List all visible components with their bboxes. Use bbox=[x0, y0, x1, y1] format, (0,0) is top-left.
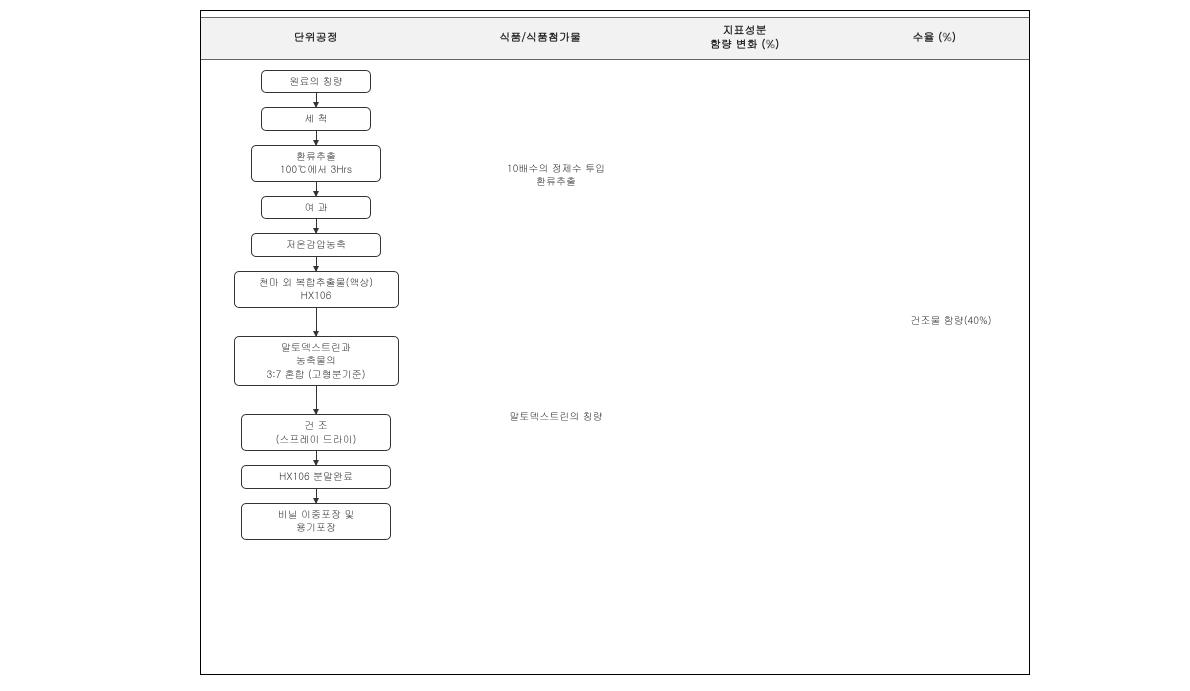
node-label: 비닐 이중포장 및 bbox=[278, 507, 355, 521]
annot-text: 건조물 함량(40%) bbox=[910, 313, 991, 327]
flow-node-reflux: 환류추출 100℃에서 3Hrs bbox=[251, 145, 381, 182]
node-label: 환류추출 bbox=[296, 149, 336, 163]
node-label: 천마 외 복합추출물(액상) bbox=[259, 275, 373, 289]
node-label: HX106 bbox=[301, 288, 332, 302]
node-label: 용기포장 bbox=[296, 520, 336, 534]
flow-node-raw-weigh: 원료의 칭량 bbox=[261, 70, 371, 94]
flow-node-powder-done: HX106 분말완료 bbox=[241, 465, 391, 489]
header-label: 지표성분 bbox=[723, 24, 767, 38]
arrow-icon bbox=[316, 386, 317, 414]
annotation-malto-weigh: 말토덱스트린의 칭량 bbox=[476, 410, 636, 424]
node-label: 농축물의 bbox=[296, 353, 336, 367]
header-col-additive: 식품/식품첨가물 bbox=[430, 18, 649, 59]
header-col-marker: 지표성분 함량 변화 (%) bbox=[650, 18, 840, 59]
arrow-icon bbox=[316, 257, 317, 271]
arrow-icon bbox=[316, 451, 317, 465]
flow-node-wash: 세 척 bbox=[261, 107, 371, 131]
annot-text: 환류추출 bbox=[536, 174, 576, 188]
annot-text: 10배수의 정제수 투입 bbox=[507, 161, 605, 175]
flow-node-filter: 여 과 bbox=[261, 196, 371, 220]
node-label: 말토덱스트린과 bbox=[281, 340, 351, 354]
node-label: HX106 분말완료 bbox=[279, 469, 353, 483]
diagram-frame: 단위공정 식품/식품첨가물 지표성분 함량 변화 (%) 수율 (%) 원료의 … bbox=[200, 10, 1030, 675]
annot-text: 말토덱스트린의 칭량 bbox=[509, 409, 602, 423]
header-label: 수율 (%) bbox=[912, 31, 956, 45]
arrow-icon bbox=[316, 93, 317, 107]
header-label: 함량 변화 (%) bbox=[710, 38, 779, 52]
arrow-icon bbox=[316, 131, 317, 145]
annotation-yield-dry: 건조물 함량(40%) bbox=[881, 314, 1021, 328]
flow-node-spray-dry: 건 조 (스프레이 드라이) bbox=[241, 414, 391, 451]
flow-node-packaging: 비닐 이중포장 및 용기포장 bbox=[241, 503, 391, 540]
table-header: 단위공정 식품/식품첨가물 지표성분 함량 변화 (%) 수율 (%) bbox=[201, 17, 1029, 60]
arrow-icon bbox=[316, 489, 317, 503]
node-label: 세 척 bbox=[304, 111, 327, 125]
node-label: 저온감압농축 bbox=[286, 237, 346, 251]
node-label: 여 과 bbox=[304, 200, 327, 214]
arrow-icon bbox=[316, 219, 317, 233]
header-label: 식품/식품첨가물 bbox=[499, 31, 581, 45]
node-label: 100℃에서 3Hrs bbox=[280, 162, 352, 176]
header-col-process: 단위공정 bbox=[201, 18, 430, 59]
content-area: 원료의 칭량 세 척 환류추출 100℃에서 3Hrs 여 과 저온감압농축 천… bbox=[201, 60, 1029, 675]
node-label: (스프레이 드라이) bbox=[276, 432, 357, 446]
node-label: 3:7 혼합 (고형분기준) bbox=[267, 367, 366, 381]
flow-node-extract-liquid: 천마 외 복합추출물(액상) HX106 bbox=[234, 271, 399, 308]
header-label: 단위공정 bbox=[294, 31, 338, 45]
arrow-icon bbox=[316, 308, 317, 336]
flowchart: 원료의 칭량 세 척 환류추출 100℃에서 3Hrs 여 과 저온감압농축 천… bbox=[201, 70, 431, 540]
flow-node-concentrate: 저온감압농축 bbox=[251, 233, 381, 257]
arrow-icon bbox=[316, 182, 317, 196]
node-label: 원료의 칭량 bbox=[289, 74, 342, 88]
node-label: 건 조 bbox=[304, 418, 327, 432]
flow-node-mix-malto: 말토덱스트린과 농축물의 3:7 혼합 (고형분기준) bbox=[234, 336, 399, 387]
header-col-yield: 수율 (%) bbox=[839, 18, 1029, 59]
annotation-extract-condition: 10배수의 정제수 투입 환류추출 bbox=[476, 162, 636, 189]
